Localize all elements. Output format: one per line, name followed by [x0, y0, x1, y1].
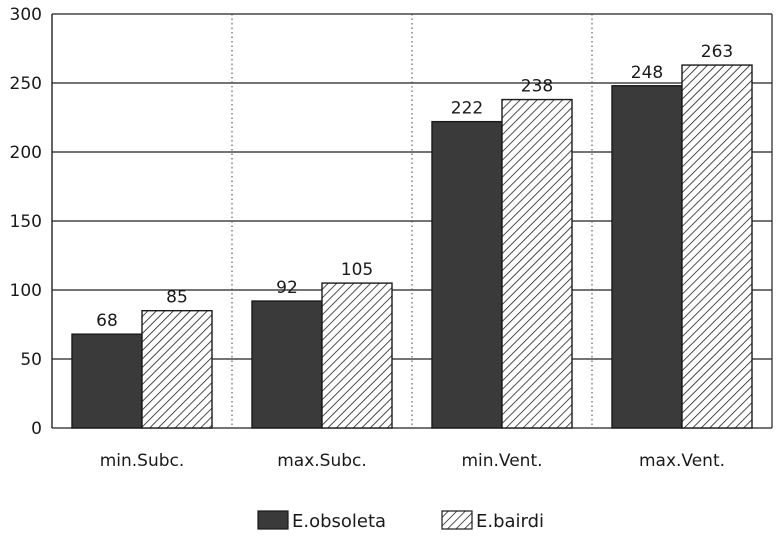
legend-swatch: [257, 510, 289, 530]
bar-value-label: 222: [451, 99, 483, 119]
bar-value-label: 248: [631, 63, 663, 83]
y-tick-label: 50: [20, 350, 42, 370]
bar-e-obsoleta-2: [431, 120, 503, 429]
y-tick-label: 100: [10, 281, 42, 301]
y-tick-label: 150: [10, 212, 42, 232]
y-tick-label: 200: [10, 143, 42, 163]
bar-e-bairdi-0: [141, 310, 213, 429]
bar-value-label: 238: [521, 77, 553, 97]
legend: E.obsoleta E.bairdi: [257, 510, 544, 532]
bar-e-obsoleta-1: [251, 300, 323, 429]
bar-e-bairdi-1: [321, 282, 393, 429]
bar-e-bairdi-3: [681, 64, 753, 429]
data-labels: 68 85 92 105 222 238 248 263: [96, 42, 733, 331]
y-tick-label: 300: [10, 5, 42, 25]
bar-e-obsoleta-0: [71, 333, 143, 429]
x-category-label: max.Vent.: [639, 451, 725, 471]
x-category-label: min.Subc.: [100, 451, 185, 471]
y-tick-label: 0: [31, 419, 42, 439]
axes: 0 50 100 150 200 250 300 min.Subc. max.Subc. min.…: [10, 5, 773, 471]
bar-value-label: 263: [701, 42, 733, 62]
legend-swatch: [441, 510, 473, 530]
x-category-label: min.Vent.: [461, 451, 542, 471]
x-category-label: max.Subc.: [277, 451, 367, 471]
bar-value-label: 85: [166, 288, 188, 308]
y-tick-label: 250: [10, 74, 42, 94]
bar-value-label: 105: [341, 260, 373, 280]
legend-label: E.obsoleta: [292, 511, 386, 532]
bar-e-bairdi-2: [501, 98, 573, 429]
bar-e-obsoleta-3: [611, 85, 683, 429]
legend-label: E.bairdi: [476, 511, 544, 532]
bar-value-label: 68: [96, 311, 118, 331]
bars: [71, 64, 753, 429]
bar-value-label: 92: [276, 278, 298, 298]
